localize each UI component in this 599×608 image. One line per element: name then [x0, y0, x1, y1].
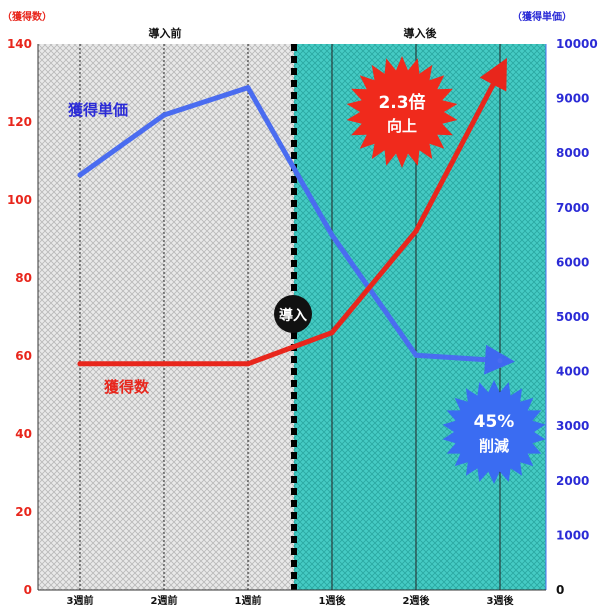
- intro-badge: 導入: [274, 295, 312, 333]
- x-tick-label: 2週後: [403, 594, 431, 607]
- data-point: [497, 68, 503, 74]
- left-axis-ticks: 0 20 40 60 80 100 120 140: [7, 37, 32, 597]
- series-layer: [77, 58, 515, 375]
- increase-starburst-line2: 向上: [387, 117, 417, 135]
- before-period-background: [38, 44, 294, 590]
- right-tick-label: 5000: [556, 310, 589, 324]
- right-tick-label: 7000: [556, 201, 589, 215]
- right-tick-label: 3000: [556, 419, 589, 433]
- reduction-starburst-line2: 削減: [479, 437, 509, 455]
- increase-starburst: 2.3倍 向上: [346, 56, 458, 168]
- right-tick-label: 10000: [556, 37, 598, 51]
- increase-starburst-line1: 2.3倍: [378, 92, 425, 113]
- data-point: [329, 232, 335, 238]
- period-after-label: 導入後: [404, 26, 438, 40]
- data-point: [413, 228, 419, 234]
- reduction-starburst-line1: 45%: [474, 412, 515, 432]
- period-before-label: 導入前: [149, 26, 182, 40]
- right-tick-label: 6000: [556, 255, 589, 269]
- data-point: [413, 352, 419, 358]
- data-point: [497, 358, 503, 364]
- reduction-starburst: 45% 削減: [442, 380, 546, 484]
- intro-badge-label: 導入: [279, 307, 307, 324]
- right-tick-label: 9000: [556, 92, 589, 106]
- x-tick-label: 1週前: [235, 594, 262, 607]
- left-tick-label: 40: [15, 427, 32, 441]
- left-tick-label: 0: [24, 583, 32, 597]
- data-point: [329, 330, 335, 336]
- left-axis-unit: （獲得数）: [2, 10, 52, 23]
- right-tick-label: 8000: [556, 146, 589, 160]
- x-tick-label: 3週後: [487, 594, 515, 607]
- right-tick-label: 4000: [556, 365, 589, 379]
- data-point: [77, 172, 83, 178]
- series-label-price: 獲得単価: [68, 101, 128, 119]
- data-point: [245, 85, 251, 91]
- x-axis-ticks: 3週前 2週前 1週前 1週後 2週後 3週後: [67, 594, 515, 607]
- data-point: [245, 361, 251, 367]
- left-tick-label: 80: [15, 271, 32, 285]
- left-tick-label: 20: [15, 505, 32, 519]
- left-tick-label: 60: [15, 349, 32, 363]
- data-point: [161, 361, 167, 367]
- left-tick-label: 140: [7, 37, 32, 51]
- right-tick-label: 2000: [556, 474, 589, 488]
- x-tick-label: 1週後: [319, 594, 347, 607]
- right-tick-label: 0: [556, 583, 564, 597]
- right-axis-unit: （獲得単価）: [512, 10, 572, 23]
- right-axis-ticks: 0 1000 2000 3000 4000 5000 6000 7000 8000 9000 100…: [556, 37, 598, 597]
- series-line-price: [77, 85, 515, 375]
- data-point: [161, 112, 167, 118]
- left-tick-label: 100: [7, 193, 32, 207]
- right-tick-label: 1000: [556, 528, 589, 542]
- x-tick-label: 2週前: [151, 594, 178, 607]
- left-tick-label: 120: [7, 115, 32, 129]
- series-label-count: 獲得数: [104, 378, 150, 396]
- x-tick-label: 3週前: [67, 594, 94, 607]
- data-point: [77, 361, 83, 367]
- series-line-count: [77, 58, 507, 367]
